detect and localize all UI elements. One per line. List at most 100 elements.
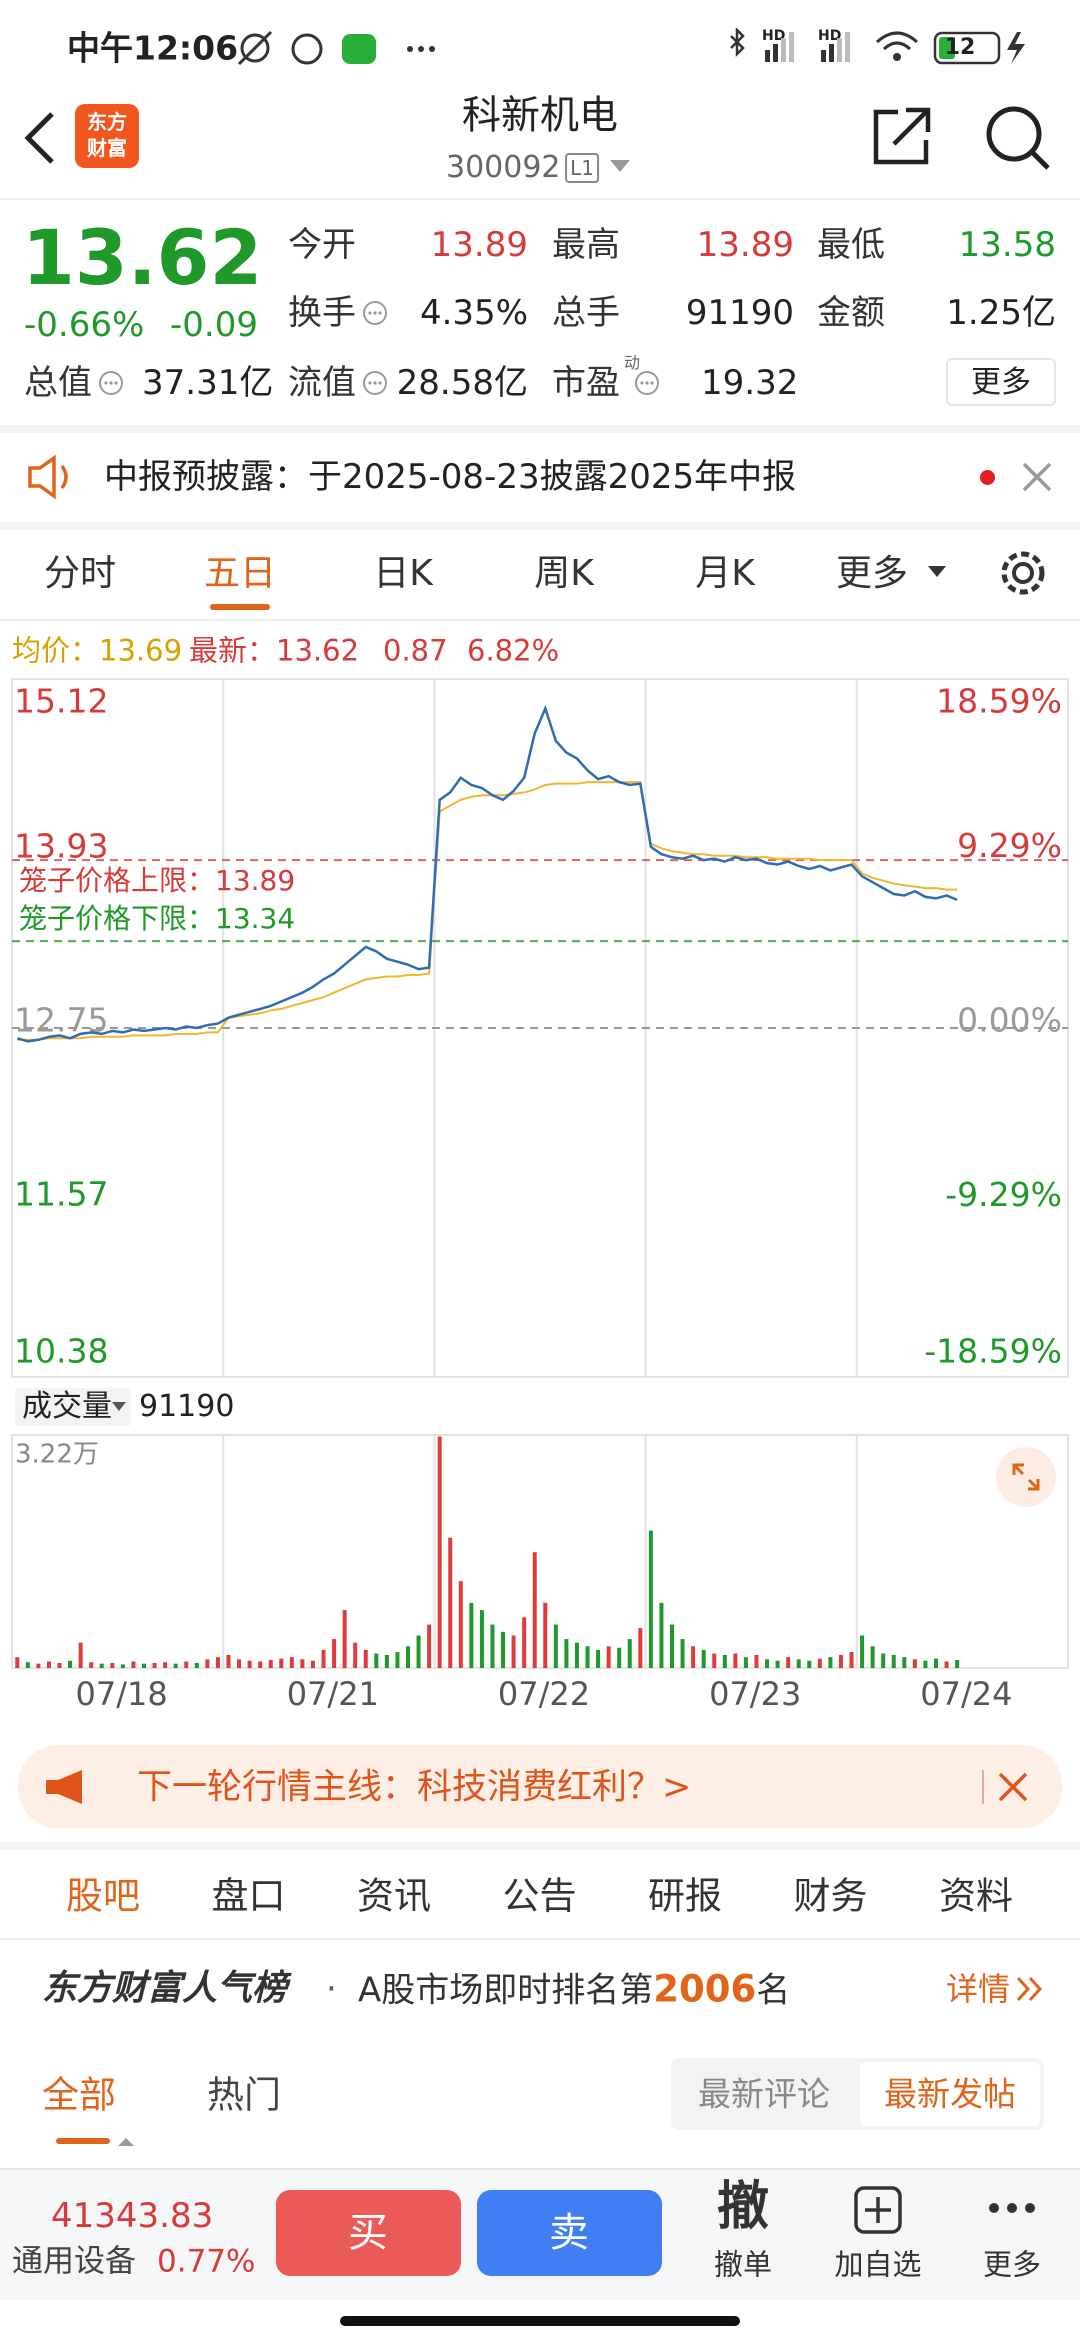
section-tab[interactable]: 盘口 [211, 1874, 286, 1918]
quote-value: 13.89 [430, 225, 528, 265]
volume-selector[interactable] [15, 1388, 131, 1426]
cage-limit-value: 13.34 [215, 902, 295, 935]
filter-tab[interactable]: 全部 [42, 2073, 116, 2117]
volume-bar [638, 1628, 643, 1668]
ranking-detail[interactable]: 详情 [946, 1970, 1011, 2008]
volume-bar [553, 1624, 558, 1668]
y-tick-label: 15.12 [14, 682, 108, 721]
banner-text: 下一轮行情主线：科技消费红利？> [137, 1767, 692, 1808]
info-icon[interactable] [362, 370, 388, 396]
avg-price: 均价：13.69 [12, 633, 182, 668]
volume-bar [99, 1663, 104, 1668]
volume-bar [78, 1642, 83, 1668]
volume-bar [448, 1537, 453, 1668]
ranking-text: A股市场即时排名第2006名 [358, 1971, 790, 2008]
volume-bar [796, 1659, 801, 1668]
volume-bar [342, 1610, 347, 1668]
buy-button[interactable] [276, 2190, 461, 2276]
chart-tab[interactable]: 周K [534, 553, 594, 594]
volume-bar [131, 1661, 136, 1668]
volume-bar [479, 1610, 484, 1668]
volume-bar [596, 1649, 601, 1668]
info-icon[interactable] [98, 370, 124, 396]
status-right-icons [730, 28, 1025, 65]
share-button[interactable] [870, 104, 936, 168]
status-icons [237, 30, 435, 66]
volume-bar [427, 1624, 432, 1668]
volume-bar [902, 1657, 907, 1668]
search-button[interactable] [982, 102, 1056, 172]
sector-change: 0.77% [157, 2243, 256, 2280]
sell-button[interactable] [477, 2190, 662, 2276]
volume-bar [68, 1660, 73, 1668]
promo-banner[interactable] [18, 1745, 1062, 1828]
volume-bar [15, 1657, 20, 1668]
section-tab[interactable]: 研报 [648, 1874, 722, 1918]
cage-limit-label: 笼子价格上限：13.89 [19, 864, 295, 897]
date-label: 07/18 [75, 1675, 167, 1713]
volume-bar [57, 1662, 62, 1668]
ranking-rank: 2006 [653, 1967, 757, 2011]
range-pct: 6.82% [467, 633, 560, 668]
stock-name: 科新机电 [461, 93, 619, 139]
volume-bar [237, 1659, 242, 1668]
volume-bar [543, 1602, 548, 1668]
filter-tab[interactable]: 热门 [207, 2073, 281, 2117]
section-tab[interactable]: 资料 [939, 1874, 1013, 1918]
volume-bar [374, 1653, 379, 1668]
close-banner[interactable] [998, 1772, 1028, 1802]
watch-icon[interactable] [853, 2185, 903, 2235]
section-tab[interactable]: 财务 [793, 1874, 868, 1918]
divider [0, 1938, 1080, 1940]
volume-bar [215, 1657, 220, 1668]
home-indicator [340, 2316, 740, 2326]
volume-bar [627, 1639, 632, 1668]
more-button[interactable] [946, 358, 1056, 406]
up-indicator [118, 2138, 134, 2146]
volume-bar [849, 1652, 854, 1668]
volume-bar [321, 1649, 326, 1668]
volume-bar [46, 1661, 51, 1668]
info-icon[interactable] [362, 300, 388, 326]
volume-bar [807, 1660, 812, 1668]
quote-value: 4.35% [419, 293, 528, 333]
divider [0, 425, 1080, 433]
avg-label: 均价： [12, 633, 100, 668]
settings-button[interactable] [998, 548, 1048, 598]
sell-label: 卖 [549, 2210, 589, 2256]
volume-bar [458, 1581, 463, 1668]
sort-option[interactable]: 最新评论 [698, 2074, 830, 2114]
volume-bar [765, 1659, 770, 1668]
info-icon[interactable] [634, 370, 660, 396]
expand-button[interactable] [996, 1447, 1056, 1507]
volume-bar [511, 1635, 516, 1668]
section-tab[interactable]: 股吧 [66, 1874, 140, 1918]
tab-indicator [210, 604, 270, 610]
volume-bar [691, 1646, 696, 1668]
signal-label: HD [818, 28, 842, 44]
volume-bar [659, 1602, 664, 1668]
chart-tab[interactable]: 日K [373, 553, 433, 594]
close-notice[interactable] [1022, 462, 1052, 492]
section-tab[interactable]: 资讯 [357, 1874, 431, 1918]
chart-tab[interactable]: 月K [695, 553, 755, 594]
volume-bar [881, 1653, 886, 1668]
date-label: 07/24 [920, 1675, 1012, 1713]
cancel-icon[interactable]: 撤 [716, 2177, 770, 2237]
quote-label: 今开 [288, 225, 356, 265]
volume-bar [574, 1642, 579, 1668]
volume-bar [912, 1659, 917, 1668]
notice-text[interactable]: 中报预披露：于2025-08-23披露2025年中报 [104, 457, 797, 497]
volume-bar [828, 1657, 833, 1668]
volume-bar [163, 1662, 168, 1668]
more-icon[interactable] [988, 2200, 1036, 2216]
back-button[interactable] [20, 110, 60, 166]
volume-bar [363, 1649, 368, 1668]
chart-tab[interactable]: 更多 [835, 553, 909, 594]
sort-option[interactable]: 最新发帖 [884, 2074, 1016, 2114]
chart-tab[interactable]: 分时 [43, 553, 117, 594]
section-tab[interactable]: 公告 [502, 1874, 577, 1918]
chart-tab[interactable]: 五日 [203, 553, 277, 594]
